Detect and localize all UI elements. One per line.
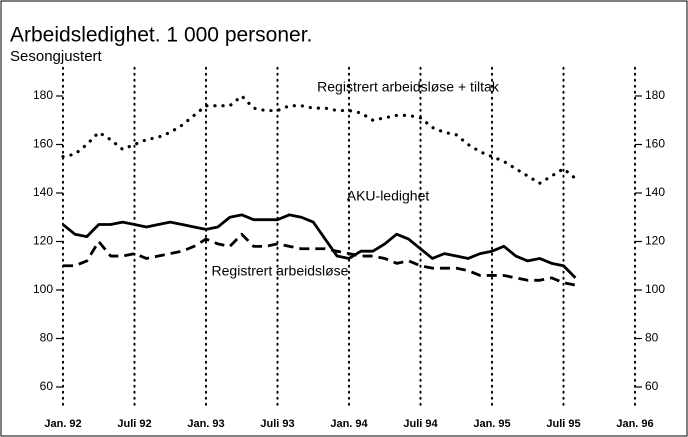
series-line [62,213,577,279]
y-tick-label: 160 [33,137,53,151]
y2-tick-label: 120 [645,234,665,248]
series-line [61,94,578,185]
x-tick-label: Juli 93 [260,418,294,430]
x-tick-label: Jan. 95 [473,418,510,430]
series-label: Registrert arbeidsløse + tiltak [317,79,500,95]
chart-title: Arbeidsledighet. 1 000 personer. [10,24,312,47]
x-tick-label: Jan. 92 [44,418,81,430]
y2-tick-label: 140 [645,185,665,199]
x-tick-label: Juli 92 [117,418,151,430]
x-tick-label: Juli 94 [403,418,438,430]
series-label: AKU-ledighet [347,188,430,204]
chart-subtitle: Sesongjustert [10,48,103,65]
y2-tick-label: 100 [645,282,665,296]
x-tick-label: Jan. 96 [616,418,653,430]
y-tick-label: 180 [33,88,53,102]
series-label: Registrert arbeidsløse [212,263,349,279]
x-tick-label: Juli 95 [546,418,580,430]
y2-tick-label: 160 [645,137,665,151]
y2-tick-label: 80 [645,331,659,345]
y-tick-label: 60 [40,379,54,393]
x-tick-label: Jan. 94 [330,418,368,430]
series-line [63,232,576,287]
y-tick-label: 80 [40,331,54,345]
y-tick-label: 100 [33,282,53,296]
y-tick-label: 140 [33,185,53,199]
y2-tick-label: 180 [645,88,665,102]
y2-tick-label: 60 [645,379,659,393]
y-tick-label: 120 [33,234,53,248]
x-tick-label: Jan. 93 [187,418,224,430]
